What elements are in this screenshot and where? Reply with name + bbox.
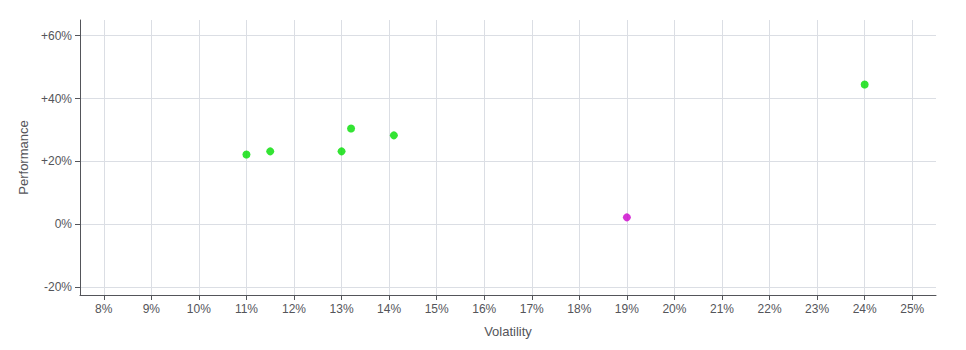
svg-text:11%: 11% [235,302,258,316]
svg-text:20%: 20% [662,302,686,316]
svg-text:+20%: +20% [41,154,72,168]
svg-text:14%: 14% [377,302,401,316]
svg-text:12%: 12% [282,302,306,316]
svg-text:+40%: +40% [41,92,72,106]
svg-text:24%: 24% [853,302,877,316]
svg-text:0%: 0% [55,217,73,231]
svg-text:15%: 15% [425,302,449,316]
svg-text:16%: 16% [472,302,496,316]
svg-text:9%: 9% [143,302,161,316]
svg-text:-20%: -20% [44,280,72,294]
svg-text:25%: 25% [900,302,924,316]
svg-text:18%: 18% [567,302,591,316]
svg-text:8%: 8% [95,302,113,316]
svg-text:13%: 13% [330,302,354,316]
svg-text:Performance: Performance [16,120,31,194]
svg-text:10%: 10% [187,302,211,316]
svg-text:23%: 23% [805,302,829,316]
svg-text:17%: 17% [520,302,544,316]
svg-text:Volatility: Volatility [484,324,532,339]
svg-text:19%: 19% [615,302,639,316]
svg-text:+60%: +60% [41,29,72,43]
svg-text:22%: 22% [758,302,782,316]
svg-text:21%: 21% [710,302,734,316]
